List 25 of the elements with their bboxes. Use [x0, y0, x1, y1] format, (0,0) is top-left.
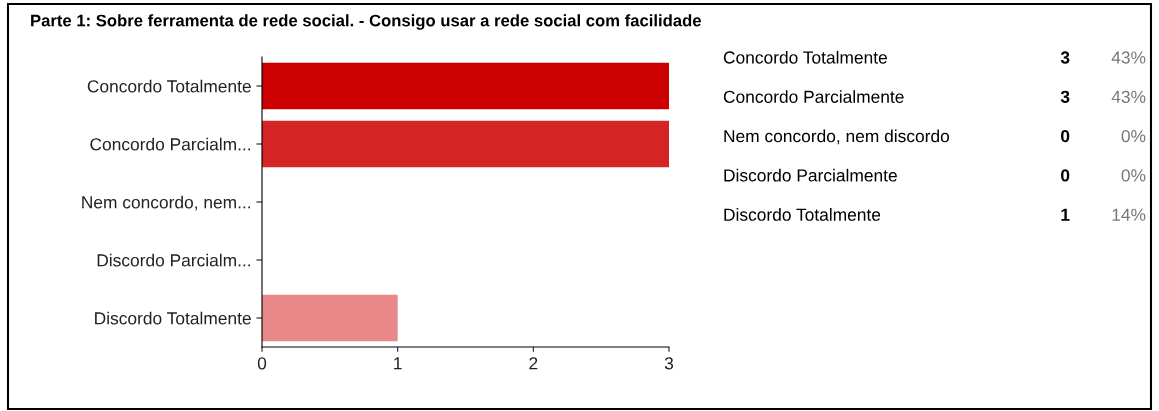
text: Concordo Totalmente [723, 50, 887, 64]
y-tick-label: Discordo Parcialm... [97, 253, 251, 267]
x-tick-label: 0 [257, 357, 267, 370]
x-tick-label: 1 [394, 357, 402, 370]
x-tick-label: 2 [529, 357, 538, 370]
text: Concordo Parcialmente [723, 90, 904, 103]
y-tick-label: Nem concordo, nem... [82, 195, 251, 211]
y-tick-label: Concordo Parcialm... [90, 137, 251, 151]
x-tick-label: 3 [664, 357, 674, 370]
text: 43% [1111, 51, 1146, 64]
y-tick-label: Discordo Totalmente [95, 311, 251, 325]
text: 1 [1061, 208, 1070, 221]
text: Discordo Parcialmente [724, 168, 897, 182]
text: 0% [1121, 129, 1146, 143]
text: 3 [1060, 90, 1070, 103]
y-tick-label: Concordo Totalmente [87, 79, 251, 93]
text: 14% [1112, 208, 1146, 221]
text: Nem concordo, nem discordo [724, 129, 950, 145]
text: 3 [1060, 51, 1070, 64]
text: 0 [1061, 169, 1070, 182]
text: 0% [1121, 169, 1146, 182]
chart-title: Parte 1: Sobre ferramenta de rede social. - Consigo usar a rede social com facilidade [31, 14, 701, 30]
text: Discordo Totalmente [724, 208, 881, 221]
text: 43% [1111, 90, 1146, 103]
text: 0 [1061, 129, 1070, 143]
